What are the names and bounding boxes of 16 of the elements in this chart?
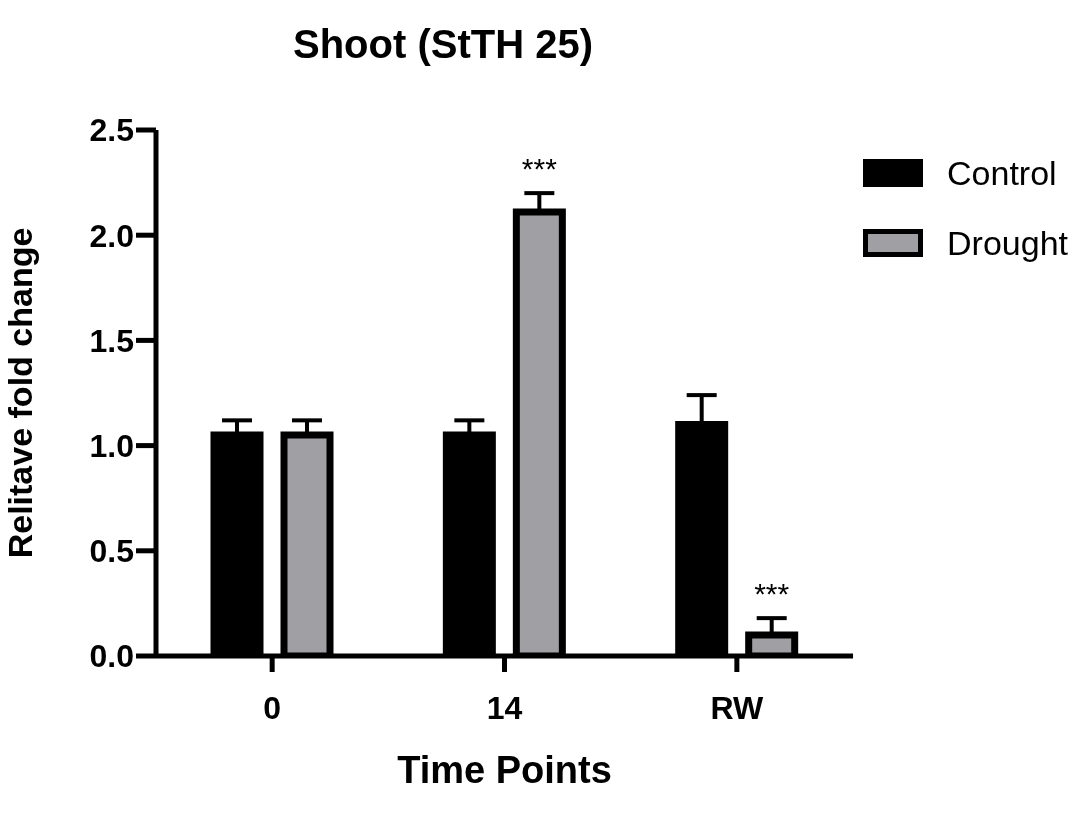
data-label: *** [754,577,790,611]
y-tick-label: 2.0 [89,217,134,254]
x-tick-label: RW [710,689,765,726]
y-tick-label: 1.5 [89,322,134,359]
x-axis-title: Time Points [397,748,612,791]
y-tick-label: 0.0 [89,638,134,675]
y-tick-label: 0.5 [89,533,134,570]
x-tick-label: 0 [263,689,282,726]
legend-label: Drought [947,223,1068,264]
y-tick-label: 1.0 [89,427,134,464]
chart-title: Shoot (StTH 25) [292,22,594,67]
y-axis-title: Relitave fold change [1,227,40,559]
data-label: *** [521,152,558,186]
legend-label: Control [947,153,1057,194]
x-tick-label: 14 [486,689,523,726]
y-tick-label: 2.5 [89,112,134,149]
